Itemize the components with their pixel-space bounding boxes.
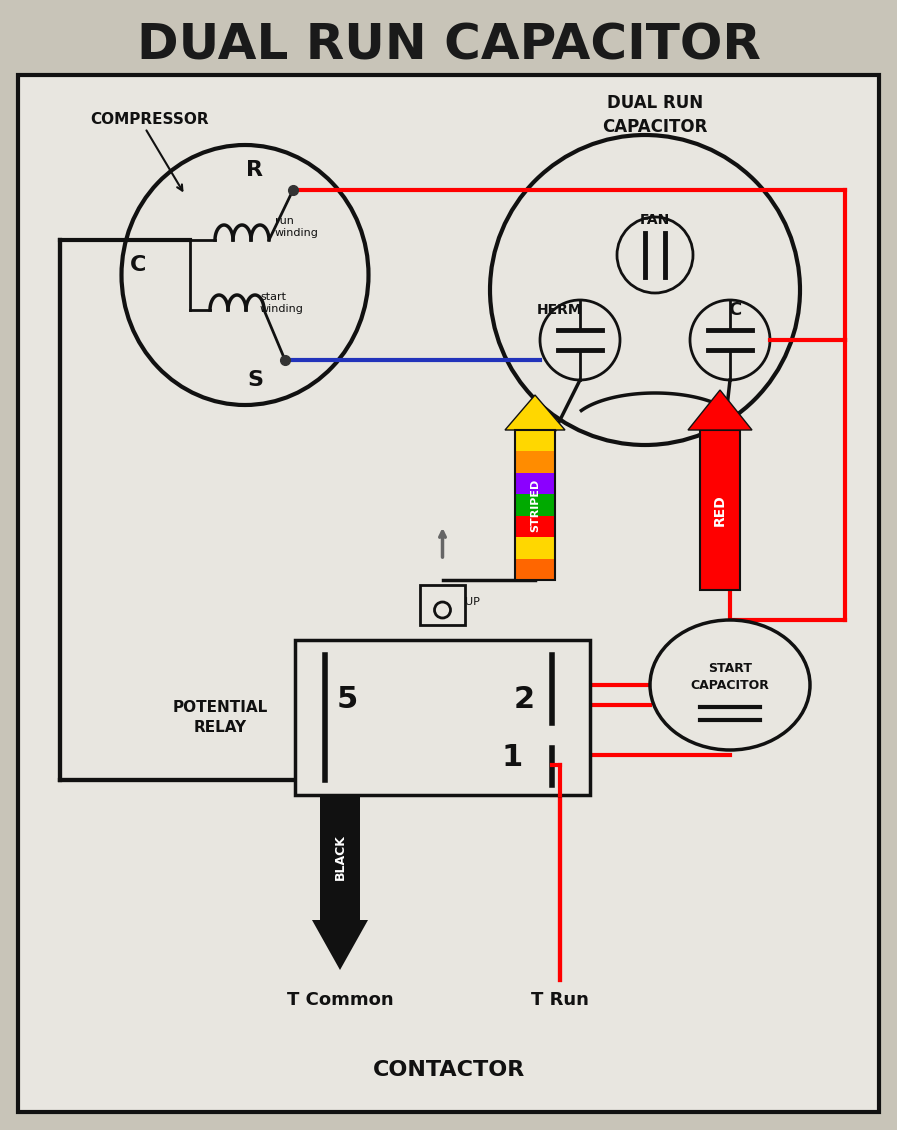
Ellipse shape [650, 620, 810, 750]
Bar [515, 515, 555, 538]
Text: T Run: T Run [531, 991, 589, 1009]
Bar [295, 640, 590, 796]
Text: BLACK: BLACK [334, 835, 346, 880]
Text: STRIPED: STRIPED [530, 478, 540, 531]
Text: CONTACTOR: CONTACTOR [372, 1060, 525, 1080]
Bar [320, 796, 360, 920]
Text: T Common: T Common [287, 991, 393, 1009]
Bar [515, 431, 555, 452]
Polygon shape [312, 920, 368, 970]
Circle shape [690, 299, 770, 380]
Text: 5: 5 [336, 685, 358, 714]
Text: start
winding: start winding [260, 293, 304, 314]
Polygon shape [505, 396, 565, 431]
Ellipse shape [121, 145, 369, 405]
Circle shape [434, 602, 450, 618]
Text: HERM: HERM [537, 303, 583, 318]
Text: run
winding: run winding [275, 216, 318, 237]
Circle shape [540, 299, 620, 380]
Text: RED: RED [713, 494, 727, 525]
Bar [700, 431, 740, 590]
Text: C: C [728, 301, 742, 319]
Bar [515, 431, 555, 580]
Text: R: R [247, 160, 264, 180]
Circle shape [490, 134, 800, 445]
Text: S: S [247, 370, 263, 390]
Polygon shape [688, 390, 752, 431]
Text: UP: UP [465, 597, 480, 607]
Text: 2: 2 [513, 685, 535, 714]
Bar [515, 472, 555, 495]
Text: 1: 1 [501, 742, 523, 772]
Bar [515, 558, 555, 581]
Bar [515, 494, 555, 516]
Text: DUAL RUN CAPACITOR: DUAL RUN CAPACITOR [136, 21, 761, 69]
Text: DUAL RUN
CAPACITOR: DUAL RUN CAPACITOR [602, 94, 708, 136]
Bar [515, 537, 555, 559]
Text: POTENTIAL
RELAY: POTENTIAL RELAY [172, 701, 267, 734]
Bar [420, 585, 465, 625]
Text: COMPRESSOR: COMPRESSOR [90, 113, 209, 128]
Circle shape [617, 217, 693, 293]
Text: C: C [130, 255, 146, 275]
Bar [515, 451, 555, 473]
Text: FAN: FAN [640, 212, 670, 227]
Text: START
CAPACITOR: START CAPACITOR [691, 662, 770, 692]
